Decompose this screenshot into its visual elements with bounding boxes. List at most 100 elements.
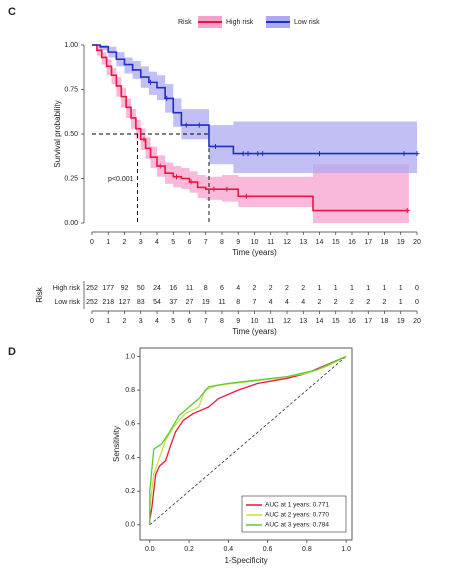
y-tick-label: 0.8 bbox=[125, 387, 135, 394]
risk-count: 252 bbox=[86, 285, 98, 292]
x-tick-label: 0.0 bbox=[145, 546, 155, 553]
x-axis-label: Time (years) bbox=[232, 248, 277, 257]
x-tick-label: 4 bbox=[155, 239, 159, 246]
risk-count: 11 bbox=[186, 285, 193, 292]
risk-count: 2 bbox=[318, 299, 322, 306]
risk-count: 92 bbox=[121, 285, 129, 292]
risk-count: 0 bbox=[415, 285, 419, 292]
risk-count: 50 bbox=[137, 285, 145, 292]
risk-count: 252 bbox=[86, 299, 98, 306]
censor-mark bbox=[196, 122, 202, 128]
risk-count: 1 bbox=[318, 285, 322, 292]
censor-mark bbox=[211, 186, 217, 192]
censor-mark bbox=[183, 122, 189, 128]
y-tick-label: 0.50 bbox=[64, 131, 78, 138]
x-tick-label: 16 bbox=[348, 318, 356, 325]
risk-count: 2 bbox=[269, 285, 273, 292]
x-tick-label: 12 bbox=[283, 239, 291, 246]
x-tick-label: 18 bbox=[381, 239, 389, 246]
legend-label: AUC at 2 years: 0.770 bbox=[265, 512, 329, 519]
y-axis-label: Sensitivity bbox=[112, 426, 121, 462]
x-tick-label: 10 bbox=[251, 318, 259, 325]
panel-label: D bbox=[8, 346, 16, 358]
risk-count: 4 bbox=[285, 299, 289, 306]
risk-count: 6 bbox=[220, 285, 224, 292]
risk-count: 2 bbox=[383, 299, 387, 306]
x-tick-label: 9 bbox=[236, 239, 240, 246]
x-tick-label: 5 bbox=[171, 239, 175, 246]
risk-count: 1 bbox=[399, 299, 403, 306]
risk-count: 2 bbox=[301, 285, 305, 292]
x-tick-label: 11 bbox=[267, 239, 274, 246]
risk-count: 27 bbox=[186, 299, 194, 306]
censor-mark bbox=[243, 193, 249, 199]
y-tick-label: 0.6 bbox=[125, 421, 135, 428]
survival-curve bbox=[92, 44, 409, 212]
x-tick-label: 5 bbox=[171, 318, 175, 325]
x-tick-label: 14 bbox=[316, 318, 324, 325]
risk-count: 11 bbox=[218, 299, 225, 306]
censor-mark bbox=[157, 163, 163, 169]
risk-count: 0 bbox=[415, 299, 419, 306]
risk-count: 218 bbox=[102, 299, 114, 306]
risk-count: 83 bbox=[137, 299, 145, 306]
x-tick-label: 0 bbox=[90, 318, 94, 325]
x-tick-label: 0.8 bbox=[302, 546, 312, 553]
censor-mark bbox=[245, 151, 251, 157]
survival-curve bbox=[92, 44, 417, 155]
risk-count: 4 bbox=[236, 285, 240, 292]
roc-curve bbox=[149, 355, 347, 525]
risk-count: 7 bbox=[253, 299, 257, 306]
legend-label: Low risk bbox=[294, 19, 320, 26]
row-label: High risk bbox=[53, 285, 81, 292]
risk-count: 4 bbox=[269, 299, 273, 306]
x-tick-label: 8 bbox=[220, 318, 224, 325]
row-label: Low risk bbox=[54, 299, 80, 306]
risk-count: 1 bbox=[399, 285, 403, 292]
confidence-band bbox=[92, 45, 417, 177]
risk-count: 4 bbox=[301, 299, 305, 306]
x-tick-label: 0 bbox=[90, 239, 94, 246]
y-tick-label: 1.00 bbox=[64, 42, 78, 49]
risk-count: 1 bbox=[350, 285, 354, 292]
x-tick-label: 19 bbox=[397, 239, 405, 246]
censor-mark bbox=[255, 151, 261, 157]
x-tick-label: 13 bbox=[299, 318, 307, 325]
reference-diagonal bbox=[149, 356, 347, 526]
x-tick-label: 17 bbox=[364, 318, 372, 325]
x-tick-label: 11 bbox=[267, 318, 274, 325]
x-tick-label: 15 bbox=[332, 239, 340, 246]
legend-box bbox=[241, 495, 347, 533]
x-tick-label: 0.2 bbox=[184, 546, 194, 553]
x-tick-label: 2 bbox=[123, 318, 127, 325]
x-tick-label: 18 bbox=[381, 318, 389, 325]
risk-count: 8 bbox=[204, 285, 208, 292]
risk-count: 19 bbox=[202, 299, 210, 306]
risk-count: 2 bbox=[334, 299, 338, 306]
y-tick-label: 0.25 bbox=[64, 175, 78, 182]
censor-mark bbox=[174, 174, 179, 180]
censor-mark bbox=[224, 186, 230, 192]
y-axis-label: Survival probability bbox=[53, 100, 62, 167]
x-tick-label: 7 bbox=[204, 318, 208, 325]
x-tick-label: 13 bbox=[299, 239, 307, 246]
censor-mark bbox=[141, 136, 147, 142]
legend-label: High risk bbox=[226, 19, 254, 26]
censor-mark bbox=[401, 151, 407, 157]
x-tick-label: 3 bbox=[139, 239, 143, 246]
x-tick-label: 10 bbox=[251, 239, 259, 246]
x-tick-label: 0.6 bbox=[263, 546, 273, 553]
x-tick-label: 8 bbox=[220, 239, 224, 246]
x-tick-label: 17 bbox=[364, 239, 372, 246]
x-tick-label: 14 bbox=[316, 239, 324, 246]
panel-label: C bbox=[8, 6, 16, 18]
risk-count: 177 bbox=[102, 285, 114, 292]
censor-mark bbox=[164, 95, 170, 101]
risk-count: 1 bbox=[334, 285, 338, 292]
censor-mark bbox=[213, 143, 218, 149]
roc-curve bbox=[149, 355, 347, 525]
plot-frame bbox=[139, 347, 353, 541]
risk-count: 37 bbox=[169, 299, 177, 306]
x-tick-label: 16 bbox=[348, 239, 356, 246]
